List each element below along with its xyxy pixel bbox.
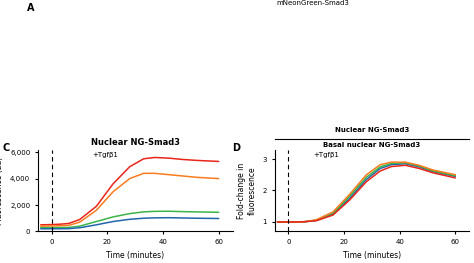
Text: B: B — [144, 3, 151, 13]
Title: Nuclear NG-Smad3: Nuclear NG-Smad3 — [91, 138, 180, 147]
Text: Basal nuclear NG-Smad3: Basal nuclear NG-Smad3 — [323, 142, 420, 148]
Text: +Tgfβ1: +Tgfβ1 — [313, 152, 339, 158]
Text: C: C — [3, 143, 10, 153]
Text: D: D — [232, 143, 240, 153]
Y-axis label: Fold-change in
fluorescence: Fold-change in fluorescence — [237, 162, 257, 219]
Text: +Tgfβ1: +Tgfβ1 — [92, 152, 118, 158]
Y-axis label: Fluorescence (au): Fluorescence (au) — [0, 156, 4, 225]
Text: A: A — [27, 3, 34, 13]
X-axis label: Time (minutes): Time (minutes) — [106, 251, 164, 260]
Text: mNeonGreen-Smad3: mNeonGreen-Smad3 — [276, 0, 349, 6]
X-axis label: Time (minutes): Time (minutes) — [343, 251, 401, 260]
Text: Nuclear NG-Smad3: Nuclear NG-Smad3 — [335, 127, 409, 133]
